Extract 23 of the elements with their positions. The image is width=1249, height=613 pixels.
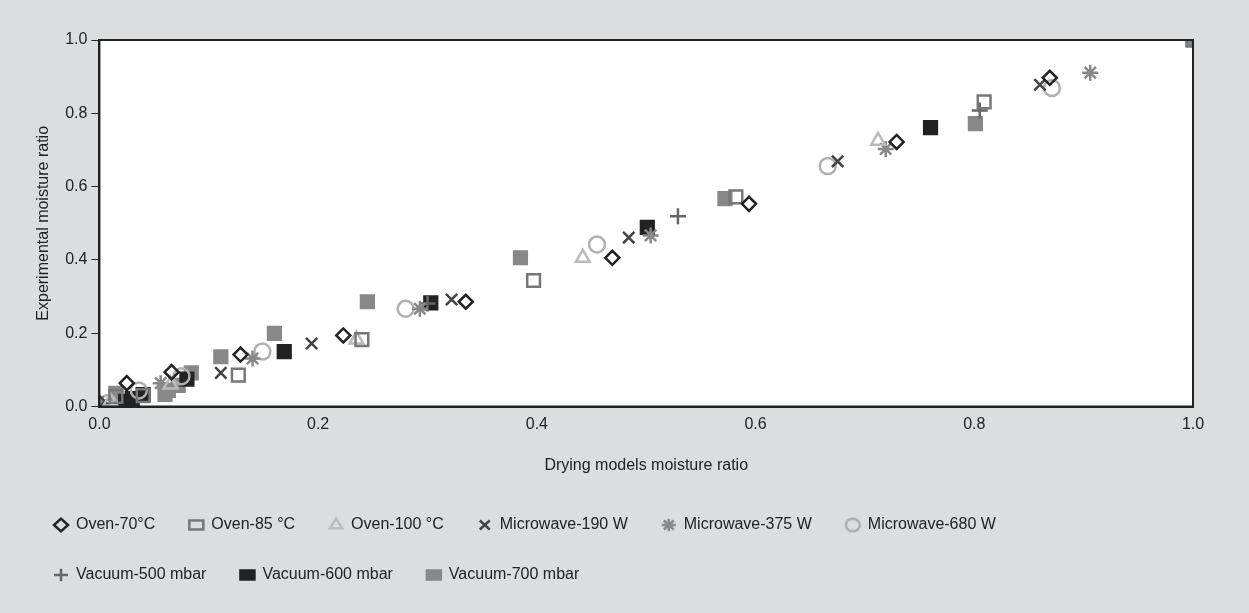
legend-label: Vacuum-500 mbar: [76, 565, 208, 583]
legend-label: Microwave-680 W: [867, 515, 997, 533]
y-tick-label: 1.0: [65, 30, 88, 48]
x-tick-label: 1.0: [1181, 414, 1205, 432]
x-tick-label: 0.2: [307, 414, 330, 432]
legend-label: Microwave-375 W: [683, 515, 813, 533]
x-tick-label: 0.8: [963, 414, 986, 432]
legend-label: Oven-100 °C: [351, 515, 444, 533]
x-tick-label: 0.0: [88, 414, 111, 432]
y-tick-label: 0.6: [65, 177, 88, 195]
x-tick-label: 0.6: [744, 414, 767, 432]
x-axis-title: Drying models moisture ratio: [544, 455, 749, 473]
legend-label: Vacuum-600 mbar: [262, 565, 394, 583]
legend-label: Oven-70°C: [76, 515, 156, 533]
legend-label: Vacuum-700 mbar: [448, 565, 580, 583]
legend-label: Oven-85 °C: [211, 515, 296, 533]
x-tick-label: 0.4: [525, 414, 549, 432]
y-tick-label: 0.0: [65, 397, 88, 415]
y-tick-label: 0.4: [65, 250, 88, 268]
y-tick-label: 0.2: [65, 323, 88, 341]
legend-label: Microwave-190 W: [499, 515, 629, 533]
y-axis-title: Experimental moisture ratio: [34, 125, 52, 321]
y-tick-label: 0.8: [65, 103, 88, 121]
